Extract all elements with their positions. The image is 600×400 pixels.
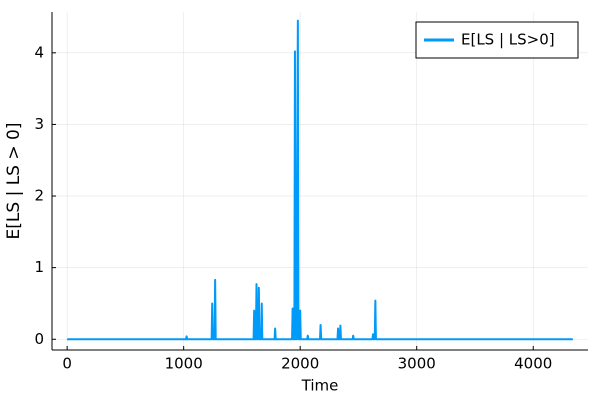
- data-line: [67, 19, 573, 341]
- y-axis-label: E[LS | LS > 0]: [4, 123, 24, 240]
- x-tick-label: 1000: [165, 355, 203, 373]
- x-axis-label: Time: [301, 377, 339, 395]
- y-tick-label: 4: [34, 43, 44, 61]
- y-tick-label: 3: [34, 115, 44, 133]
- x-tick-label: 3000: [398, 355, 436, 373]
- y-tick-label: 0: [34, 330, 44, 348]
- x-tick-label: 2000: [281, 355, 319, 373]
- x-tick-label: 0: [62, 355, 72, 373]
- y-tick-label: 1: [34, 258, 44, 276]
- y-tick-label: 2: [34, 187, 44, 205]
- legend-label: E[LS | LS>0]: [461, 31, 555, 49]
- x-tick-label: 4000: [514, 355, 552, 373]
